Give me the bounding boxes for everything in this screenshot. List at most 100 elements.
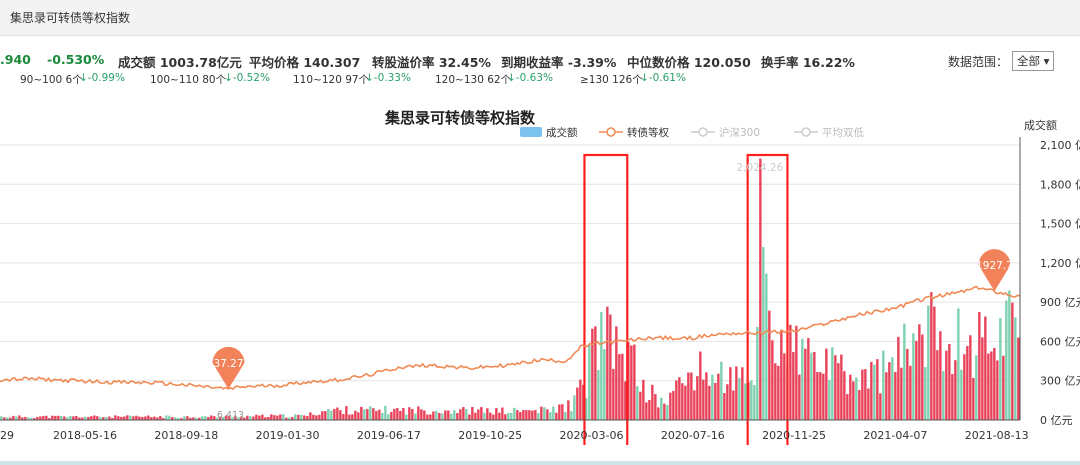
data-range-control: 数据范围： 全部 ▾ (948, 51, 1055, 71)
volume-bar (24, 416, 27, 420)
volume-bar (72, 416, 75, 420)
volume-bar (297, 414, 300, 420)
volume-bar (936, 350, 939, 420)
volume-bar (942, 370, 945, 420)
volume-bar (324, 411, 327, 420)
volume-bar (213, 416, 216, 420)
volume-bar (351, 414, 354, 420)
chart-legend[interactable]: 成交额 转债等权 沪深300 平均双低 (520, 126, 864, 139)
legend-marker (801, 127, 811, 137)
volume-bar (585, 398, 588, 420)
volume-bar (27, 417, 30, 420)
volume-bar (522, 410, 525, 420)
volume-bar (366, 409, 369, 420)
volume-bar (216, 417, 219, 420)
volume-bar (375, 410, 378, 420)
volume-bar (672, 390, 675, 420)
volume-bar (177, 418, 180, 420)
highlight-box (746, 153, 789, 445)
volume-bar (201, 416, 204, 420)
volume-bar (1017, 337, 1020, 420)
volume-bar (855, 377, 858, 420)
volume-bar (564, 411, 567, 420)
volume-bar (468, 414, 471, 420)
chart-title: 集思录可转债等权指数 (384, 109, 536, 127)
volume-bar (39, 416, 42, 420)
volume-bar (954, 360, 957, 420)
x-tick-label: 2019-01-30 (256, 429, 320, 442)
volume-bar (354, 410, 357, 420)
volume-bar (42, 416, 45, 420)
volume-bar (1002, 355, 1005, 420)
volume-bar (36, 416, 39, 420)
volume-bar (915, 340, 918, 420)
volume-bar (225, 415, 228, 420)
volume-bar (639, 391, 642, 420)
volume-bar (489, 412, 492, 420)
volume-bar (492, 414, 495, 420)
volume-bar (789, 324, 792, 420)
volume-bar (60, 415, 63, 420)
volume-bar (783, 353, 786, 420)
volume-bar (0, 416, 3, 420)
volume-bar (939, 331, 942, 420)
volume-bar (153, 416, 156, 420)
volume-bar (78, 417, 81, 420)
volume-bar (210, 415, 213, 420)
volume-bar (306, 416, 309, 420)
volume-bar (264, 417, 267, 420)
volume-bar (819, 372, 822, 420)
volume-bar (45, 415, 48, 420)
volume-bar (690, 372, 693, 420)
volume-bar (333, 408, 336, 420)
volume-bar (315, 415, 318, 420)
legend-swatch (520, 127, 542, 137)
volume-bar (507, 412, 510, 420)
volume-bar (771, 340, 774, 420)
volume-bar (558, 404, 561, 420)
volume-bar (699, 351, 702, 420)
volume-bar (651, 384, 654, 420)
volume-bar (933, 306, 936, 420)
y-tick-label: 1,800 亿元 (1040, 178, 1080, 191)
volume-bar (378, 409, 381, 420)
volume-bar (774, 363, 777, 420)
volume-bar (621, 353, 624, 420)
premium-stat: 转股溢价率 32.45% (372, 55, 491, 70)
volume-bar (144, 416, 147, 420)
volume-bar (714, 382, 717, 420)
volume-bar (120, 416, 123, 420)
volume-bar (879, 393, 882, 420)
volume-bar (903, 323, 906, 420)
volume-bar (549, 412, 552, 420)
volume-bar (135, 415, 138, 420)
volume-bar (291, 416, 294, 420)
volume-bar (681, 383, 684, 420)
volume-bar (300, 414, 303, 420)
annotation-label: 6.413 (217, 410, 244, 421)
legend-label: 平均双低 (822, 126, 864, 139)
volume-bar (150, 417, 153, 420)
stats-row: .940 -0.530% 成交额 1003.78亿元 平均价格 140.307 … (0, 52, 1080, 70)
volume-bar (720, 361, 723, 420)
x-tick-label: 2020-11-25 (762, 429, 826, 442)
x-tick-label: 2018-09-18 (154, 429, 218, 442)
data-range-select[interactable]: 全部 ▾ (1012, 51, 1055, 71)
volume-bar (846, 394, 849, 420)
volume-bar (495, 408, 498, 420)
volume-bar (840, 354, 843, 420)
volume-bar (381, 412, 384, 420)
volume-bar (480, 407, 483, 420)
volume-bar (525, 410, 528, 420)
volume-bar (312, 414, 315, 420)
change-pct: -0.530% (47, 52, 105, 67)
volume-bar (669, 392, 672, 420)
volume-bar (906, 348, 909, 420)
volume-bar (102, 417, 105, 420)
volume-bar (756, 326, 759, 420)
volume-bar (276, 415, 279, 420)
turnover-stat: 成交额 1003.78亿元 (118, 55, 242, 70)
y-tick-label: 1,200 亿元 (1040, 257, 1080, 270)
volume-bar (750, 380, 753, 420)
volume-bar (993, 347, 996, 420)
